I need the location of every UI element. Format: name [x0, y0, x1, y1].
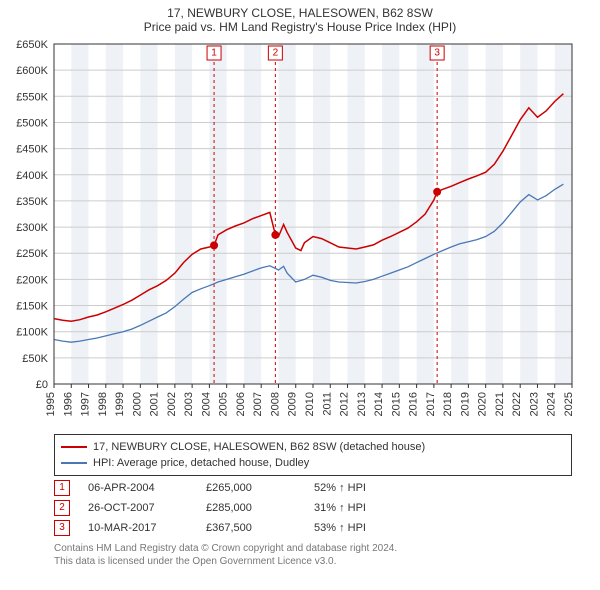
legend-box: 17, NEWBURY CLOSE, HALESOWEN, B62 8SW (d… [54, 434, 572, 476]
legend-label: HPI: Average price, detached house, Dudl… [93, 455, 309, 471]
sale-row-pct: 31% ↑ HPI [314, 502, 414, 514]
x-tick-label: 2005 [218, 392, 230, 416]
x-tick-label: 2014 [373, 392, 385, 416]
y-tick-label: £600K [16, 65, 48, 77]
x-tick-label: 2006 [235, 392, 247, 416]
x-tick-label: 1996 [62, 392, 74, 416]
x-tick-label: 2002 [166, 392, 178, 416]
sale-marker-num: 2 [273, 48, 279, 59]
x-tick-label: 1997 [80, 392, 92, 416]
y-tick-label: £500K [16, 117, 48, 129]
y-tick-label: £300K [16, 222, 48, 234]
legend-label: 17, NEWBURY CLOSE, HALESOWEN, B62 8SW (d… [93, 439, 425, 455]
sale-dot [271, 231, 279, 239]
x-tick-label: 1999 [114, 392, 126, 416]
x-tick-label: 2001 [149, 392, 161, 416]
x-tick-label: 2003 [183, 392, 195, 416]
y-tick-label: £100K [16, 327, 48, 339]
attribution-line2: This data is licensed under the Open Gov… [54, 555, 572, 568]
x-tick-label: 2012 [339, 392, 351, 416]
sale-marker-num: 1 [211, 48, 217, 59]
y-tick-label: £200K [16, 274, 48, 286]
y-tick-label: £400K [16, 170, 48, 182]
x-tick-label: 1998 [97, 392, 109, 416]
sale-row-pct: 52% ↑ HPI [314, 482, 414, 494]
x-tick-label: 2007 [252, 392, 264, 416]
sale-row-num: 2 [54, 500, 70, 516]
x-tick-label: 2020 [477, 392, 489, 416]
sale-marker-num: 3 [434, 48, 440, 59]
legend-row: HPI: Average price, detached house, Dudl… [61, 455, 565, 471]
x-tick-label: 2021 [494, 392, 506, 416]
x-tick-label: 2004 [200, 392, 212, 416]
y-tick-label: £350K [16, 196, 48, 208]
y-tick-label: £50K [22, 353, 48, 365]
sale-row: 3 10-MAR-2017 £367,500 53% ↑ HPI [54, 520, 600, 536]
x-tick-label: 2009 [287, 392, 299, 416]
sale-row-num: 3 [54, 520, 70, 536]
y-tick-label: £0 [36, 379, 48, 391]
sale-row-price: £265,000 [206, 482, 296, 494]
x-tick-label: 2024 [546, 392, 558, 416]
x-tick-label: 2019 [459, 392, 471, 416]
sale-row-num: 1 [54, 480, 70, 496]
x-tick-label: 2008 [269, 392, 281, 416]
y-tick-label: £250K [16, 248, 48, 260]
sale-row-date: 10-MAR-2017 [88, 522, 188, 534]
x-tick-label: 2025 [563, 392, 575, 416]
sale-row-price: £285,000 [206, 502, 296, 514]
sale-row-pct: 53% ↑ HPI [314, 522, 414, 534]
page-subtitle: Price paid vs. HM Land Registry's House … [0, 20, 600, 38]
attribution-line1: Contains HM Land Registry data © Crown c… [54, 542, 572, 555]
x-tick-label: 2018 [442, 392, 454, 416]
x-tick-label: 2015 [390, 392, 402, 416]
x-tick-label: 2010 [304, 392, 316, 416]
chart-area: £0 £50K £100K £150K £200K £250K £300K £350K £400… [0, 38, 600, 428]
x-tick-label: 1995 [45, 392, 57, 416]
x-tick-label: 2023 [528, 392, 540, 416]
sales-table: 1 06-APR-2004 £265,000 52% ↑ HPI 2 26-OCT-200… [0, 480, 600, 536]
x-tick-label: 2017 [425, 392, 437, 416]
sale-row-date: 06-APR-2004 [88, 482, 188, 494]
y-tick-label: £150K [16, 301, 48, 313]
sale-dot [210, 241, 218, 249]
legend-swatch [61, 446, 87, 448]
y-tick-label: £450K [16, 144, 48, 156]
page-title: 17, NEWBURY CLOSE, HALESOWEN, B62 8SW [0, 0, 600, 20]
y-tick-label: £650K [16, 39, 48, 51]
x-tick-label: 2000 [131, 392, 143, 416]
sale-row: 2 26-OCT-2007 £285,000 31% ↑ HPI [54, 500, 600, 516]
x-tick-label: 2011 [321, 392, 333, 416]
y-tick-label: £550K [16, 91, 48, 103]
legend-row: 17, NEWBURY CLOSE, HALESOWEN, B62 8SW (d… [61, 439, 565, 455]
sale-row-date: 26-OCT-2007 [88, 502, 188, 514]
x-tick-label: 2013 [356, 392, 368, 416]
sale-row-price: £367,500 [206, 522, 296, 534]
legend-swatch [61, 462, 87, 464]
sale-dot [433, 188, 441, 196]
chart-svg: £0 £50K £100K £150K £200K £250K £300K £350K £400… [0, 38, 600, 428]
x-tick-label: 2022 [511, 392, 523, 416]
x-tick-label: 2016 [408, 392, 420, 416]
sale-row: 1 06-APR-2004 £265,000 52% ↑ HPI [54, 480, 600, 496]
attribution: Contains HM Land Registry data © Crown c… [54, 542, 572, 568]
